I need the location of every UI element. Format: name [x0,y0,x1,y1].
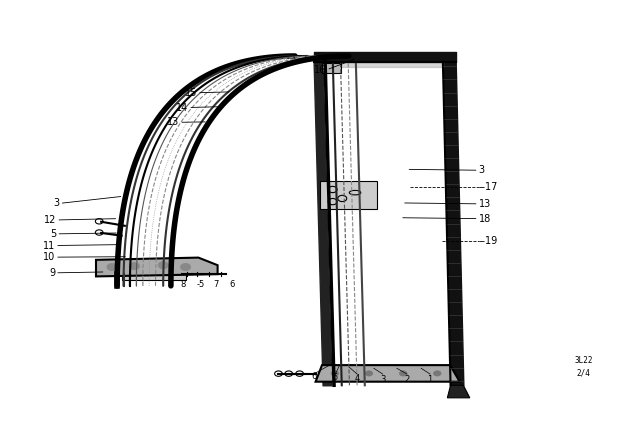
Circle shape [107,263,117,271]
FancyBboxPatch shape [322,63,341,73]
Circle shape [365,371,373,376]
Text: 5: 5 [50,229,56,239]
Text: 3: 3 [380,375,385,383]
Polygon shape [96,258,218,276]
Text: 11: 11 [43,241,55,250]
Text: 16: 16 [314,65,326,75]
Text: 2/4: 2/4 [577,369,591,378]
Text: 10: 10 [43,252,55,262]
Text: 6: 6 [311,372,316,381]
Circle shape [158,262,168,269]
Polygon shape [154,260,173,269]
Text: 12: 12 [44,215,56,225]
Text: 3: 3 [479,165,485,175]
Circle shape [399,371,407,376]
Circle shape [433,371,441,376]
Text: 13: 13 [479,199,491,209]
Text: 5: 5 [333,373,338,382]
Text: 8: 8 [180,280,186,289]
Circle shape [129,263,140,270]
Polygon shape [122,259,186,280]
Text: --19: --19 [479,236,498,246]
Text: --17: --17 [479,182,498,192]
Text: 9: 9 [49,268,55,278]
Text: 7: 7 [214,280,219,289]
Text: 15: 15 [185,88,197,98]
Text: 14: 14 [176,103,188,112]
Text: 18: 18 [479,214,491,224]
Circle shape [180,263,191,271]
Text: 6: 6 [229,280,234,289]
Polygon shape [447,385,470,398]
Text: 13: 13 [167,117,179,127]
Polygon shape [316,365,460,382]
Text: 4: 4 [355,374,360,383]
Text: 3L22: 3L22 [575,356,593,365]
Text: -5: -5 [196,280,204,289]
Circle shape [331,371,339,376]
Text: 1: 1 [428,375,433,383]
Text: 3: 3 [53,198,60,208]
Bar [320,181,378,209]
Text: 2: 2 [404,375,410,383]
